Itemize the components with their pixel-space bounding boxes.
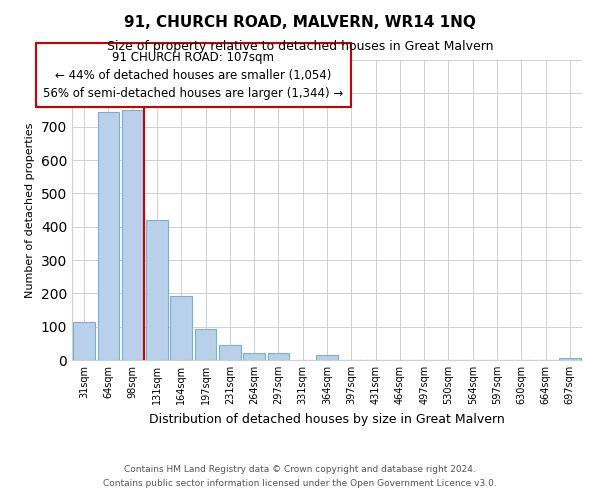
Text: Contains HM Land Registry data © Crown copyright and database right 2024.
Contai: Contains HM Land Registry data © Crown c… xyxy=(103,466,497,487)
Bar xyxy=(219,345,241,360)
Bar xyxy=(268,352,289,360)
Bar xyxy=(243,352,265,360)
Bar xyxy=(97,112,119,360)
Bar xyxy=(73,322,95,360)
Y-axis label: Number of detached properties: Number of detached properties xyxy=(25,122,35,298)
Bar xyxy=(170,296,192,360)
Bar xyxy=(122,110,143,360)
Bar xyxy=(194,329,217,360)
Bar xyxy=(316,354,338,360)
X-axis label: Distribution of detached houses by size in Great Malvern: Distribution of detached houses by size … xyxy=(149,412,505,426)
Bar xyxy=(146,220,168,360)
Text: 91 CHURCH ROAD: 107sqm
← 44% of detached houses are smaller (1,054)
56% of semi-: 91 CHURCH ROAD: 107sqm ← 44% of detached… xyxy=(43,50,344,100)
Bar xyxy=(559,358,581,360)
Text: Size of property relative to detached houses in Great Malvern: Size of property relative to detached ho… xyxy=(107,40,493,53)
Text: 91, CHURCH ROAD, MALVERN, WR14 1NQ: 91, CHURCH ROAD, MALVERN, WR14 1NQ xyxy=(124,15,476,30)
